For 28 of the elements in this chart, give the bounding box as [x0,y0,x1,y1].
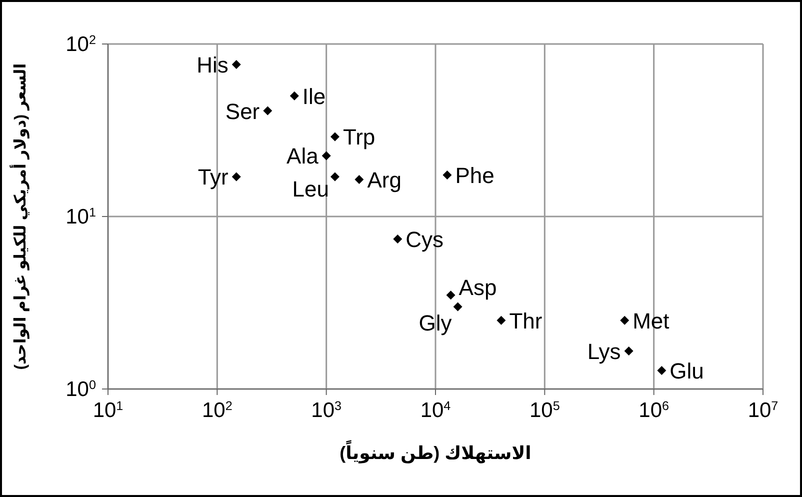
annotation: Ser [225,98,260,124]
annotation: Phe [455,163,494,188]
x-tick-label: 10$^{5}$ [529,399,560,422]
annotation: His [196,52,228,78]
y-tick-label: 10$^{1}$ [66,206,96,228]
annotation: Met [632,308,670,334]
annotation: Thr [509,308,542,334]
annotation: Trp [342,124,376,150]
x-tick-label: 10$^{2}$ [202,399,232,422]
y-axis-title: السعر (دولار أمريكي للكيلو غرام الواحد) [10,63,30,370]
x-axis-title: الاستهلاك (طن سنوياً) [340,440,532,464]
annotation: Leu [292,176,329,202]
annotation: Tyr [198,164,228,190]
annotation: Ile [302,84,326,109]
x-tick-label: 10$^{7}$ [748,399,778,422]
annotation: Ala [286,144,320,169]
x-tick-label: 10$^{1}$ [92,399,124,422]
x-tick-label: 10$^{6}$ [638,399,670,422]
y-tick-label: 10$^{0}$ [66,378,96,401]
annotation: Cys [406,227,444,252]
annotation: Lys [587,339,621,364]
annotation: Arg [367,167,402,192]
annotation: Asp [458,275,497,300]
x-tick-label: 10$^{4}$ [420,399,451,422]
annotation: Glu [670,358,704,384]
annotation: Gly [418,310,452,336]
y-tick-label: 10$^{2}$ [66,33,96,56]
x-tick-label: 10$^{3}$ [311,399,342,422]
